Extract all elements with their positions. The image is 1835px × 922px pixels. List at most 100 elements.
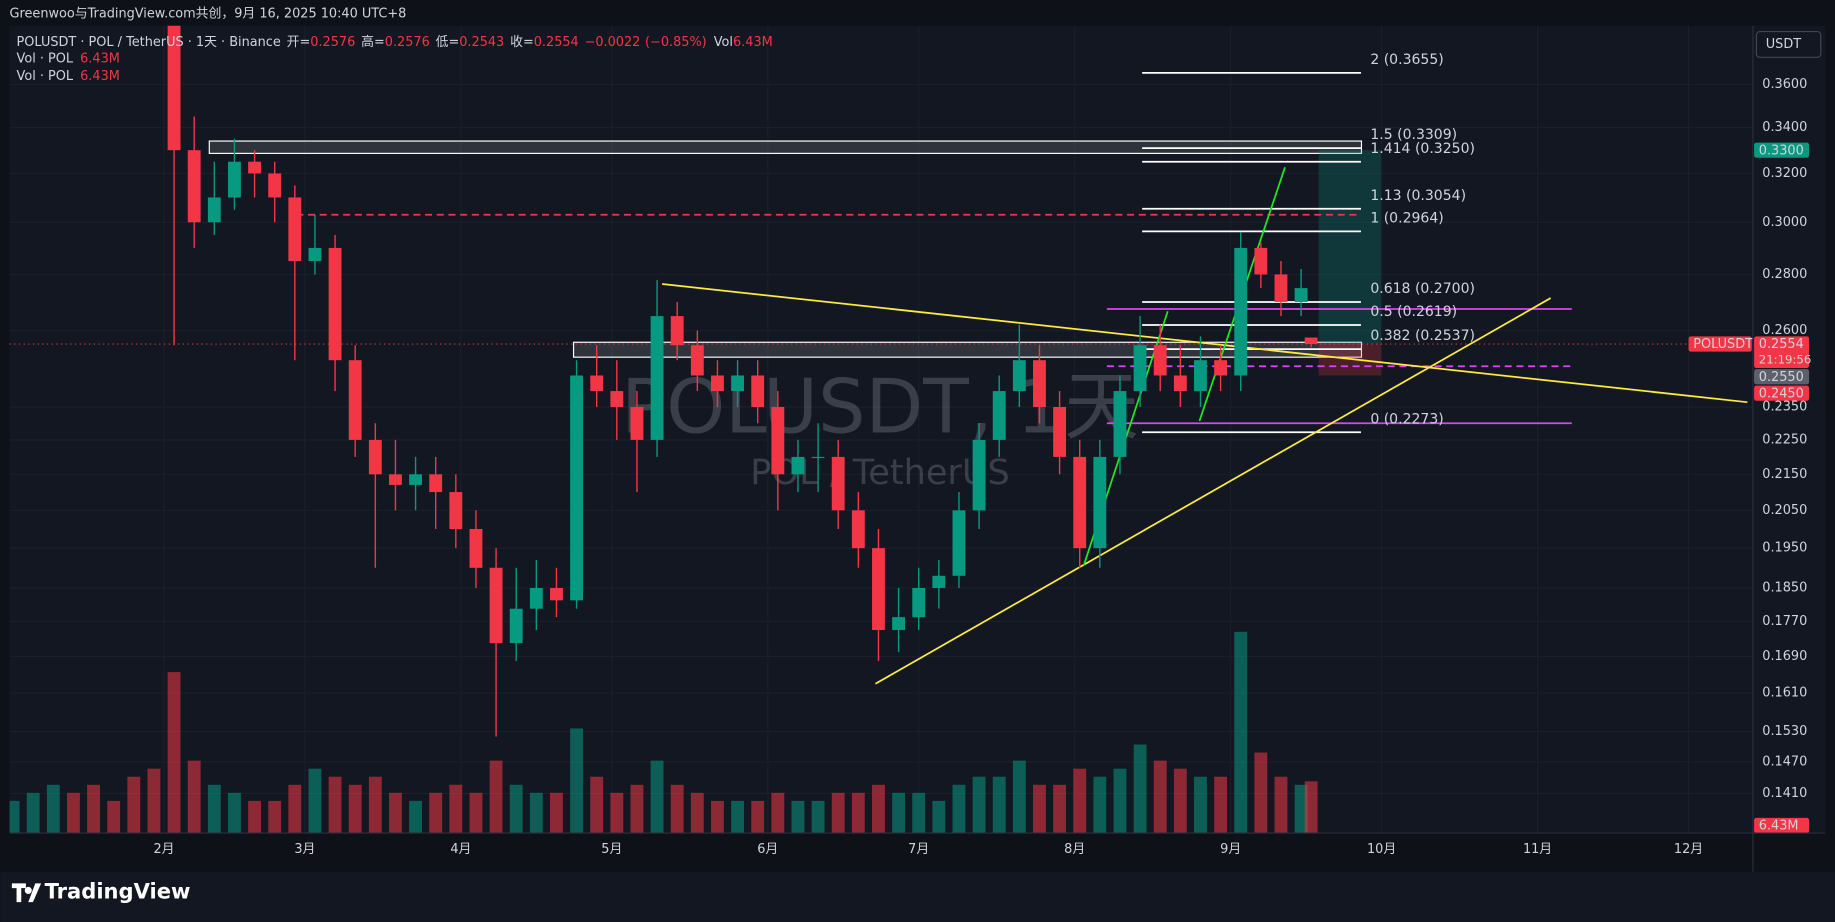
- candle-body: [1274, 274, 1288, 302]
- axes: 0.3600 0.3400 0.3200 0.3000 0.2800 0.2600 0.23…: [153, 77, 1807, 857]
- candle-body: [932, 575, 946, 588]
- candles: [167, 25, 1318, 737]
- vol-legend: Vol · POL 6.43M: [17, 69, 120, 84]
- candle-body: [1294, 288, 1308, 302]
- candle-body: [409, 474, 423, 485]
- volume-bar: [711, 800, 724, 834]
- candle-body: [1133, 345, 1147, 392]
- x-tick-label: 10月: [1367, 842, 1396, 857]
- volume-bar: [851, 792, 865, 834]
- candle-body: [630, 406, 644, 440]
- volume-bar: [9, 800, 20, 834]
- volume-bar: [1294, 784, 1308, 834]
- vol-legend: Vol · POL 6.43M: [17, 51, 120, 66]
- trend-line: [662, 283, 1748, 404]
- x-tick-label: 3月: [294, 842, 315, 857]
- overlays: 2 (0.3655) 1.5 (0.3309)1.414 (0.3250) 1.13…: [1370, 52, 1811, 834]
- fib-label: 1 (0.2964): [1370, 211, 1443, 227]
- symbol-line: POLUSDT · POL / TetherUS · 1天 · Binance: [17, 35, 281, 50]
- candle-body: [1254, 247, 1268, 275]
- fib-label: 2 (0.3655): [1370, 52, 1443, 68]
- candle-body: [348, 360, 362, 440]
- x-tick-label: 2月: [153, 842, 174, 857]
- volume-bar: [872, 784, 885, 834]
- top-bar: Greenwoo与TradingView.com共创，9月 16, 2025 1…: [10, 7, 407, 22]
- price-label: 0.2550: [1759, 370, 1804, 385]
- candle-body: [851, 510, 865, 549]
- candle-body: [811, 456, 825, 459]
- volume-bar: [1173, 768, 1187, 834]
- candle-body: [308, 247, 322, 262]
- volume-bar: [127, 776, 141, 834]
- trend-line: [875, 297, 1552, 685]
- volume-bar: [1113, 768, 1127, 834]
- volume-bar: [731, 800, 745, 834]
- y-tick-label: 0.1410: [1762, 786, 1807, 801]
- change-pct: (−0.85%): [645, 35, 707, 50]
- volume-bar: [207, 784, 221, 834]
- ohlc-label: 高=: [361, 34, 385, 50]
- ohlc-label: 收=: [510, 35, 534, 50]
- y-tick-label: 0.1470: [1762, 754, 1807, 769]
- candle-body: [1234, 247, 1248, 376]
- candle-body: [1012, 360, 1026, 392]
- plot-background: [9, 25, 1826, 834]
- candle-body: [892, 617, 906, 631]
- y-tick-label: 0.1690: [1762, 649, 1807, 664]
- volume-bar: [1033, 784, 1046, 834]
- vol-legend-name: Vol · POL: [17, 51, 74, 66]
- currency-button[interactable]: [1755, 31, 1822, 58]
- y-tick-label: 0.2350: [1762, 399, 1807, 414]
- x-tick-label: 7月: [908, 842, 929, 857]
- volume-bar: [187, 760, 201, 834]
- y-tick-label: 0.3400: [1762, 120, 1807, 135]
- volume-bar: [449, 784, 463, 834]
- volume-bar: [992, 776, 1006, 834]
- candle-body: [469, 528, 483, 568]
- ohlc-legend: POLUSDT · POL / TetherUS · 1天 · Binance 开…: [17, 34, 773, 50]
- volume-bar: [1153, 760, 1167, 834]
- volume-bar: [1012, 760, 1026, 834]
- fib-label: 0.382 (0.2537): [1370, 328, 1475, 344]
- ohlc-value: 0.2554: [534, 35, 579, 50]
- countdown: 21:19:56: [1759, 352, 1812, 366]
- candle-body: [751, 375, 765, 407]
- brand-logo[interactable]: TradingView: [11, 879, 191, 904]
- volume-bar: [1234, 631, 1248, 834]
- candle-body: [650, 316, 664, 440]
- volume-bar: [409, 800, 423, 834]
- y-tick-label: 0.2250: [1762, 432, 1807, 447]
- brand-icon[interactable]: [11, 883, 42, 903]
- symbol-tag-box: [1688, 336, 1752, 352]
- y-tick-label: 0.1610: [1762, 686, 1807, 701]
- candle-body: [690, 345, 704, 376]
- symbol-tag: POLUSDT: [1693, 337, 1753, 352]
- volume-axis-box: [1754, 817, 1810, 834]
- volume-bar: [389, 792, 402, 834]
- candle-body: [1304, 337, 1318, 345]
- volume-bar: [167, 672, 181, 834]
- candle-body: [771, 406, 785, 475]
- ohlc-label: 低=: [436, 35, 460, 50]
- fib-label: 0.5 (0.2619): [1370, 304, 1457, 320]
- price-label-box: [1754, 336, 1810, 369]
- volume-bar: [1053, 784, 1067, 834]
- volume-bar: [248, 800, 262, 834]
- candle-body: [389, 474, 402, 485]
- candle-body: [590, 375, 604, 392]
- volume-bar: [1133, 744, 1147, 834]
- currency-label[interactable]: USDT: [1766, 37, 1801, 52]
- volume-bar: [670, 784, 684, 834]
- candle-body: [711, 375, 724, 392]
- candle-body: [187, 150, 201, 223]
- y-tick-label: 0.2050: [1762, 503, 1807, 518]
- volume-bar: [1194, 776, 1207, 834]
- y-tick-label: 0.3600: [1762, 77, 1807, 92]
- volume-bar: [1214, 776, 1228, 834]
- volume-bar: [1254, 752, 1268, 834]
- brand-name[interactable]: TradingView: [45, 879, 191, 904]
- volume-bar: [67, 792, 80, 834]
- vol-title: Vol: [714, 35, 733, 50]
- volume-bar: [751, 800, 765, 834]
- candle-body: [972, 439, 986, 511]
